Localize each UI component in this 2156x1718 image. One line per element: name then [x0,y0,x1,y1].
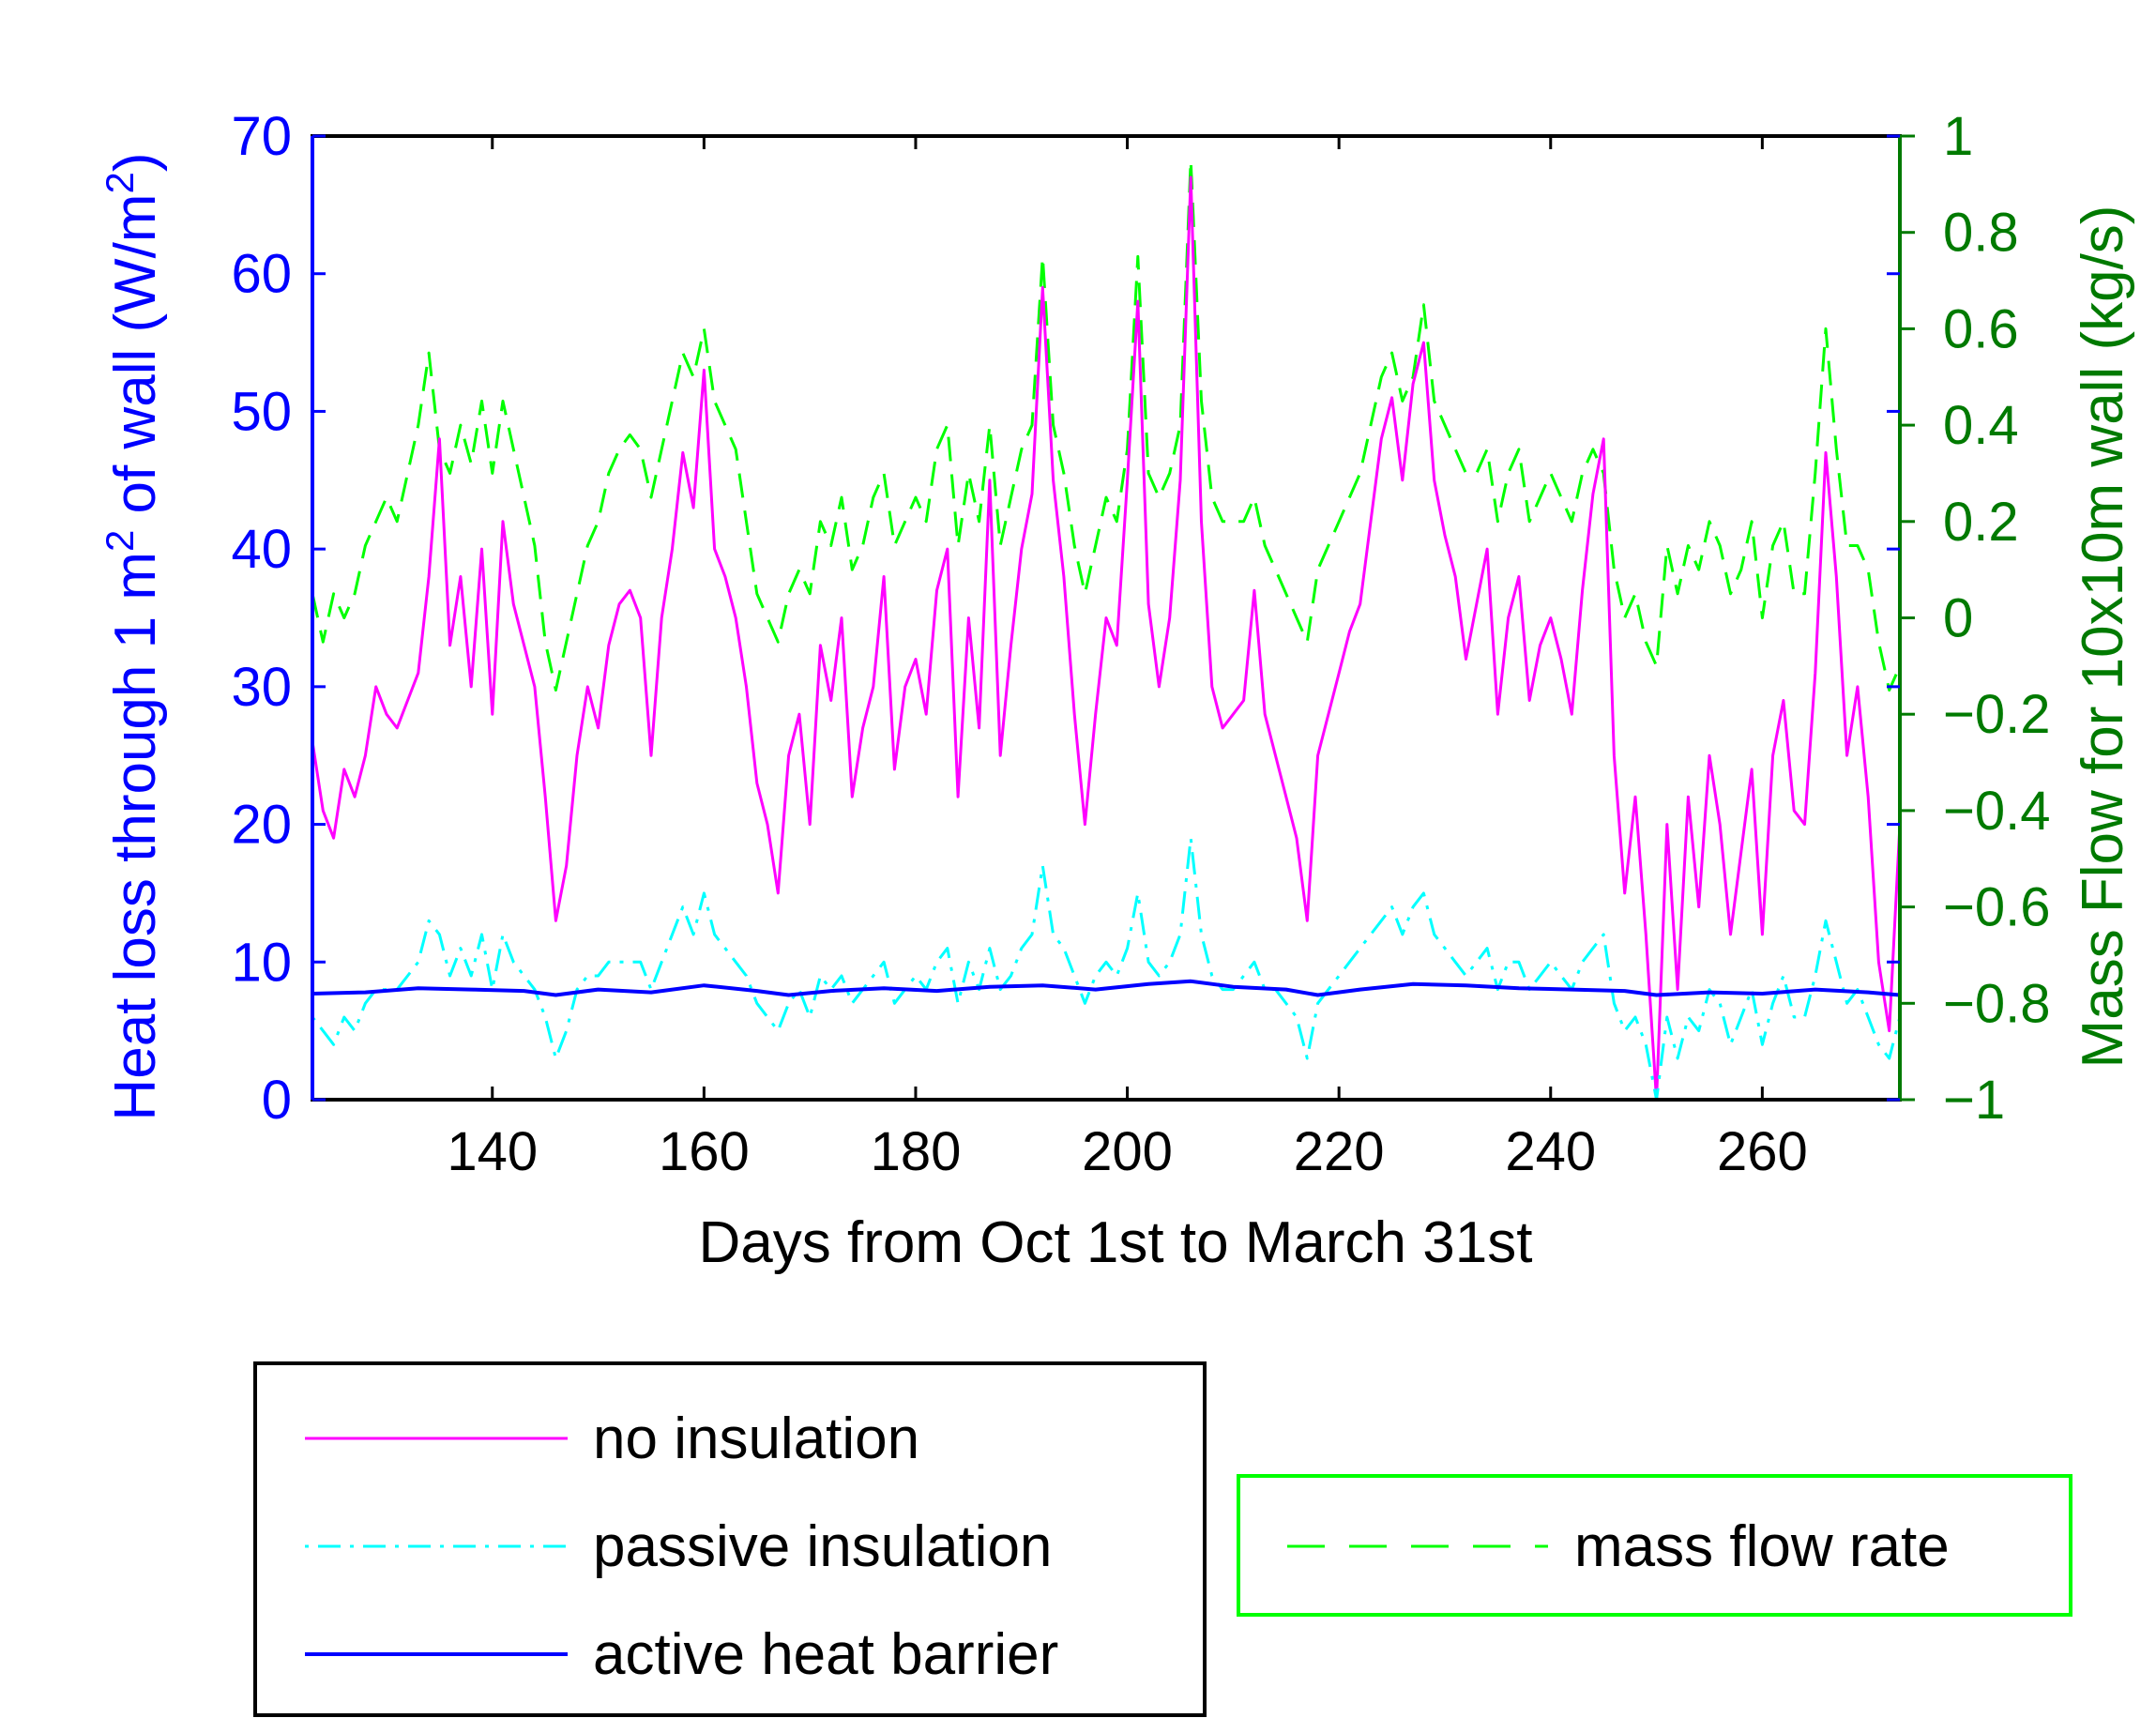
legend-main-box [253,1361,1207,1717]
left-y-label-part-1: Heat loss through 1 m [103,552,168,1121]
right-y-tick-label: 0.6 [1943,298,2019,359]
legend-label-passive-insulation: passive insulation [593,1514,1052,1579]
left-y-tick-label: 20 [231,795,292,856]
left-y-label-part-3: ) [103,152,168,172]
left-y-tick-label: 30 [231,657,292,718]
right-y-tick-label: −0.4 [1943,781,2051,842]
x-tick-label: 200 [1082,1121,1173,1182]
x-tick-label: 220 [1294,1121,1385,1182]
right-y-axis-label: Mass Flow for 10x10m wall (kg/s) [2071,205,2135,1069]
legend-mass-flow: mass flow rate [1237,1474,2072,1617]
right-y-tick-label: 0.2 [1943,492,2019,553]
left-y-label-sup-2: 2 [98,172,142,193]
left-y-tick-label: 70 [231,106,292,167]
left-y-tick-label: 0 [262,1070,292,1131]
series-mass-flow-rate [311,159,1902,692]
right-y-tick-label: −1 [1943,1070,2005,1131]
left-y-tick-label: 10 [231,932,292,993]
left-y-tick-label: 60 [231,244,292,305]
left-y-label-sup-1: 2 [98,530,142,552]
ticks-layer: 140 160 180 200 220 240 260010203040506070−1−0… [231,106,2050,1182]
x-tick-label: 240 [1505,1121,1596,1182]
x-tick-label: 180 [871,1121,962,1182]
right-y-tick-label: −0.2 [1943,684,2051,745]
x-axis-label: Days from Oct 1st to March 31st [699,1210,1533,1275]
right-y-tick-label: 1 [1943,106,1973,167]
series-active-heat-barrier [311,979,1901,997]
x-tick-label: 260 [1717,1121,1808,1182]
left-y-tick-label: 40 [231,519,292,580]
legend-label-mass-flow-rate: mass flow rate [1574,1514,1950,1579]
x-tick-label: 160 [659,1121,750,1182]
left-y-label-part-2: of wall (W/m [103,193,168,529]
series-passive-insulation [311,836,1902,1102]
series-no-insulation [311,175,1902,1102]
legend-label-no-insulation: no insulation [593,1406,919,1471]
right-y-tick-label: 0.4 [1943,395,2019,456]
legend-label-active-heat-barrier: active heat barrier [593,1622,1058,1687]
plot-series-layer [311,159,1902,1102]
x-tick-label: 140 [447,1121,538,1182]
right-y-tick-label: 0 [1943,588,1973,649]
left-y-tick-label: 50 [231,381,292,442]
right-y-tick-label: −0.6 [1943,877,2051,938]
left-y-axis-label: Heat loss through 1 m2 of wall (W/m2) [98,152,169,1120]
legend-main: no insulation passive insulation active … [253,1361,1207,1717]
right-y-tick-label: 0.8 [1943,203,2019,264]
right-y-tick-label: −0.8 [1943,973,2051,1034]
